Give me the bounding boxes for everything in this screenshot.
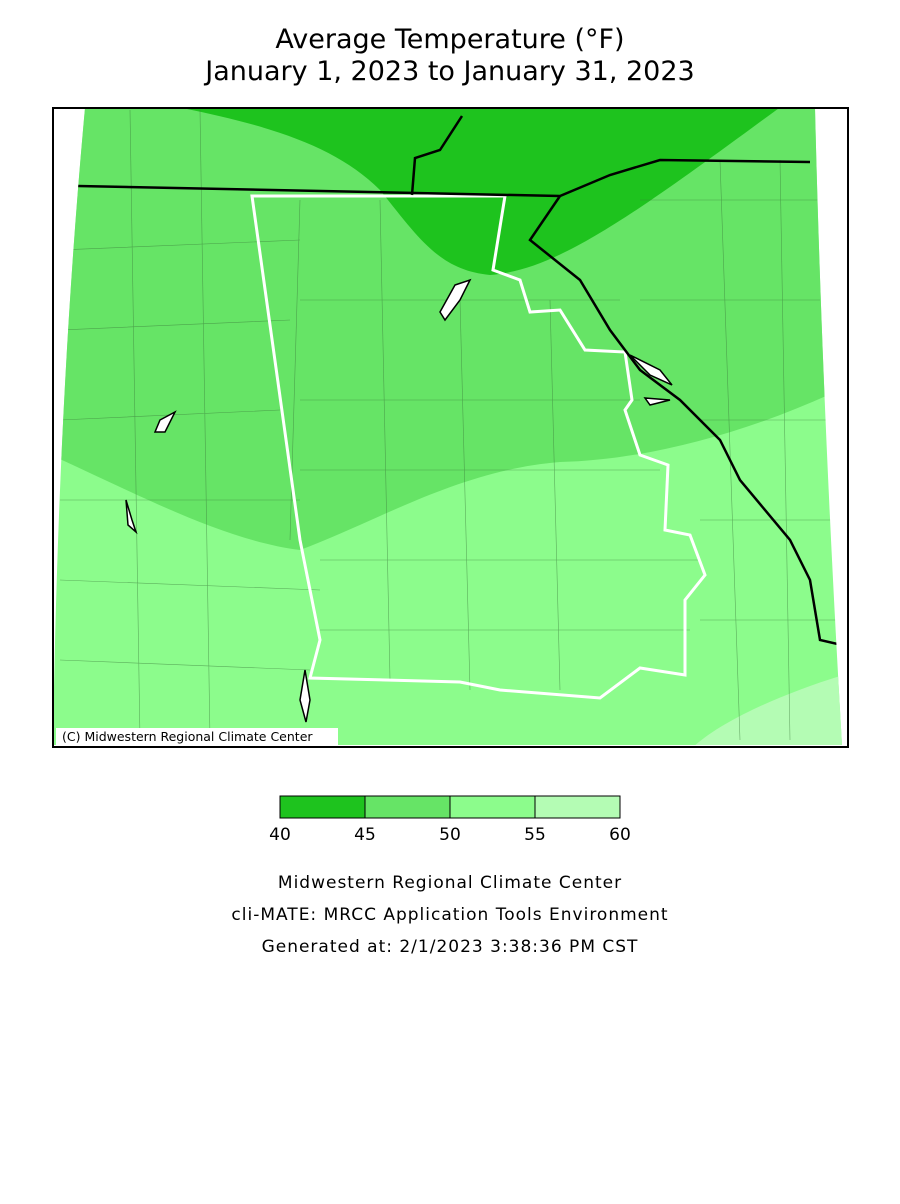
legend-bin (449, 795, 536, 819)
footer-line: cli-MATE: MRCC Application Tools Environ… (231, 905, 668, 925)
footer-line: Generated at: 2/1/2023 3:38:36 PM CST (262, 937, 639, 957)
legend-tick-label: 40 (269, 825, 291, 845)
legend-bin (279, 795, 366, 819)
lakes (125, 278, 673, 723)
credit-box (56, 728, 338, 745)
subtitle: January 1, 2023 to January 31, 2023 (203, 56, 694, 87)
footer: Midwestern Regional Climate Center cli-MA… (231, 873, 668, 957)
legend: 40 45 50 55 60 (269, 795, 631, 845)
footer-line: Midwestern Regional Climate Center (278, 873, 622, 893)
zone-40-45 (140, 108, 790, 275)
zone-45-50 (53, 108, 842, 550)
legend-tick-label: 60 (609, 825, 631, 845)
legend-tick-label: 50 (439, 825, 461, 845)
legend-tick-label: 45 (354, 825, 376, 845)
map-credit: (C) Midwestern Regional Climate Center (62, 729, 313, 744)
title: Average Temperature (°F) (275, 24, 624, 55)
zone-55-60 (690, 670, 842, 745)
legend-tick-label: 55 (524, 825, 546, 845)
state-boundary (250, 194, 707, 700)
legend-bin (364, 795, 451, 819)
legend-bin (534, 795, 621, 819)
map (53, 108, 842, 745)
map-frame (52, 107, 849, 748)
border-lines (77, 115, 842, 647)
